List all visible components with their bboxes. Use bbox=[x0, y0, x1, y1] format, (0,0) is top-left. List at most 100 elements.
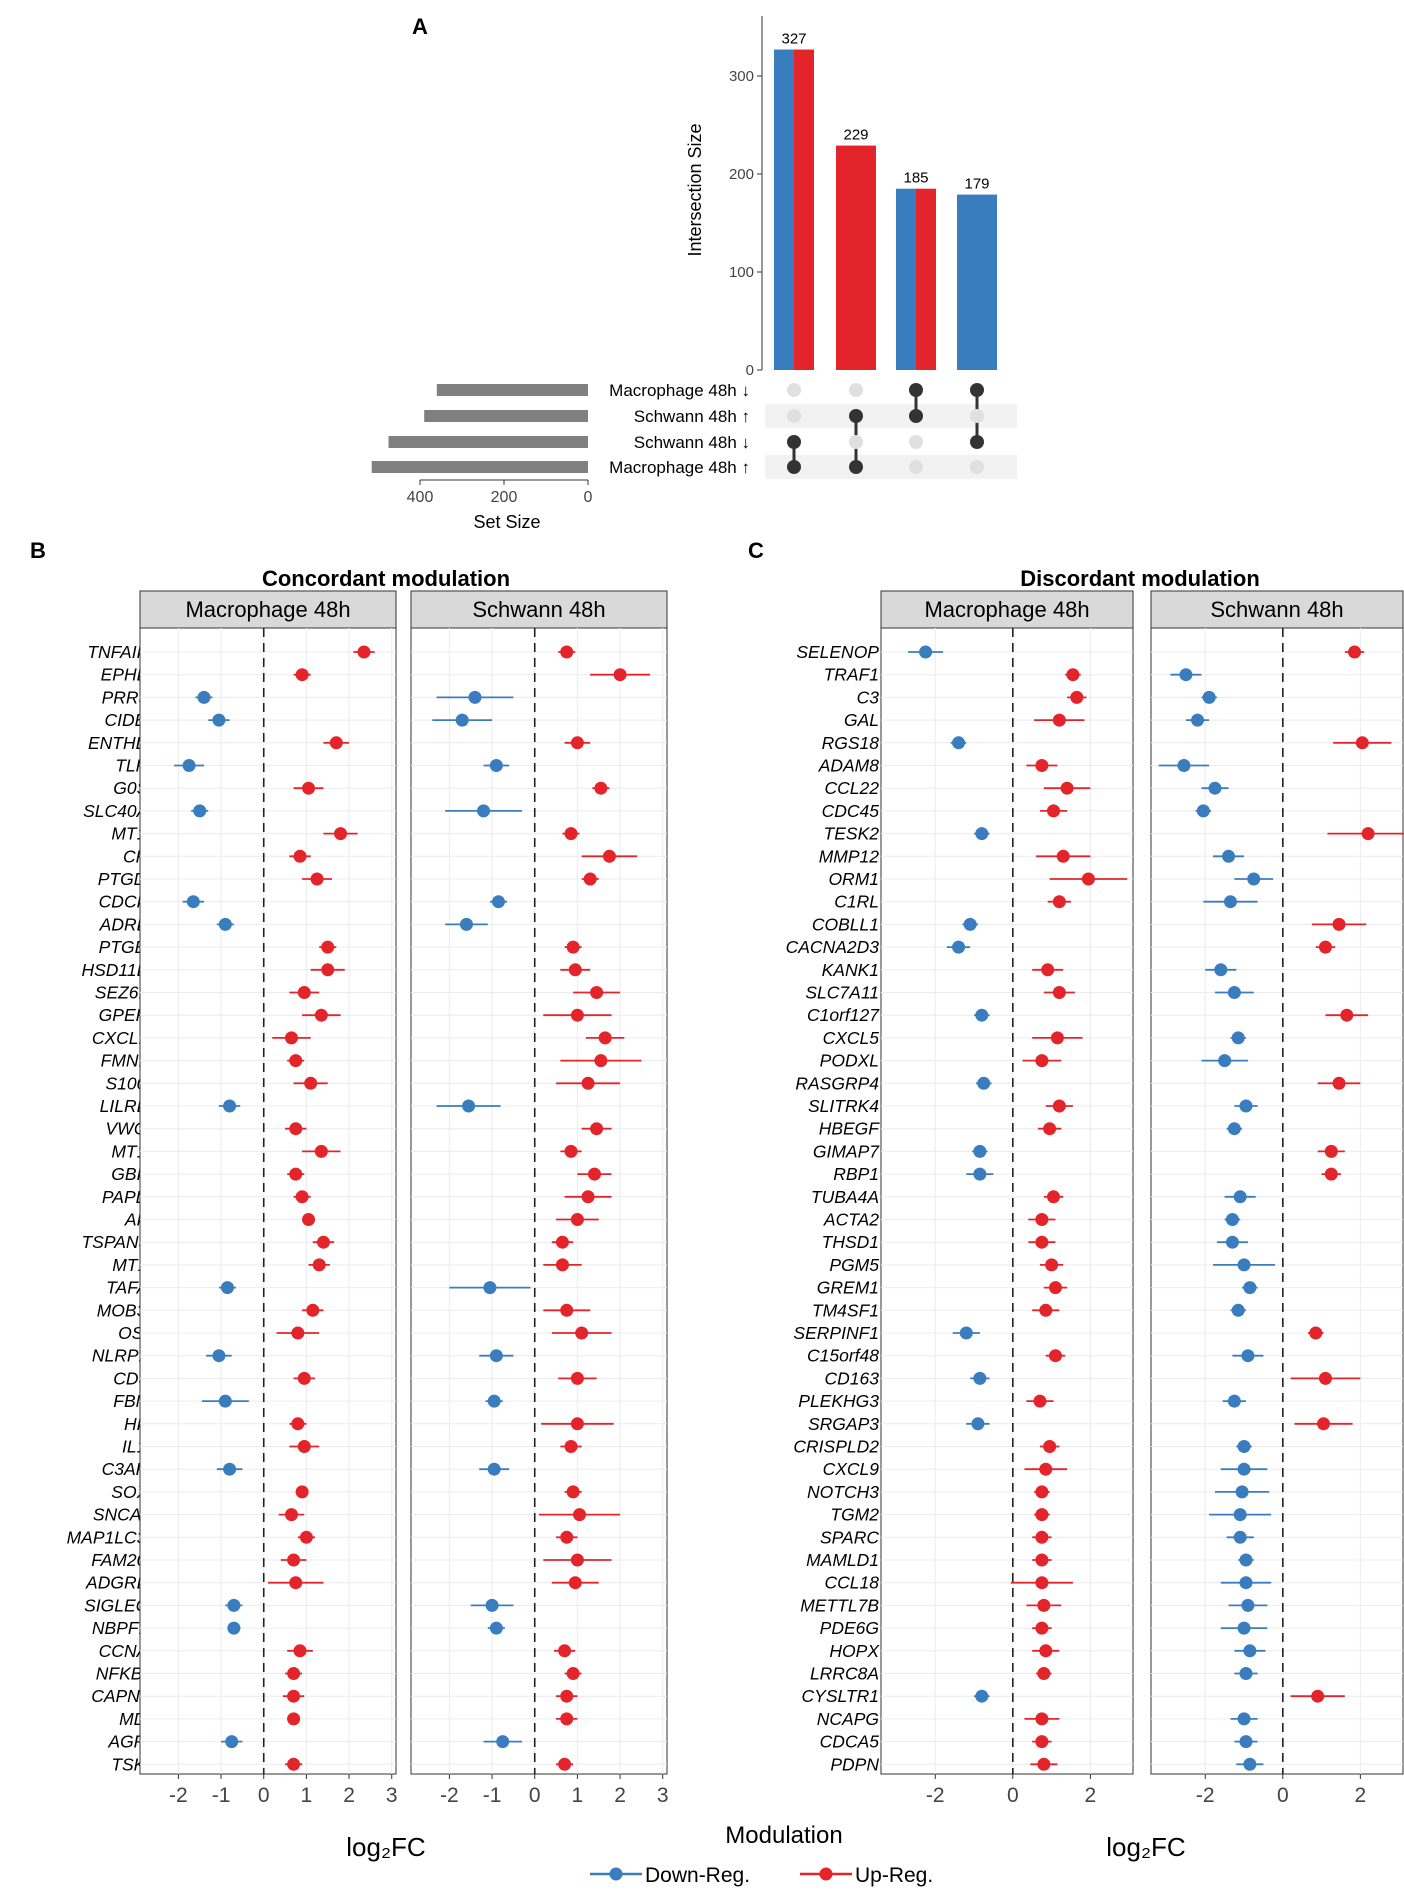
matrix-dot-filled bbox=[787, 460, 801, 474]
gene-label: MAMLD1 bbox=[806, 1550, 879, 1570]
estimate-point bbox=[1045, 1258, 1059, 1272]
estimate-point bbox=[1039, 1303, 1053, 1317]
estimate-point bbox=[1241, 1598, 1255, 1612]
estimate-point bbox=[560, 1712, 574, 1726]
estimate-point bbox=[1218, 1054, 1232, 1068]
estimate-point bbox=[186, 895, 200, 909]
estimate-point bbox=[1037, 1598, 1051, 1612]
estimate-point bbox=[975, 827, 989, 841]
estimate-point bbox=[959, 1326, 973, 1340]
x-tick-label: 2 bbox=[614, 1784, 626, 1807]
estimate-point bbox=[1202, 690, 1216, 704]
intersection-y-tick-label: 0 bbox=[746, 362, 754, 379]
gene-label: NOTCH3 bbox=[807, 1482, 879, 1502]
facet-strip bbox=[880, 590, 1134, 629]
estimate-point bbox=[1048, 1349, 1062, 1363]
estimate-point bbox=[919, 645, 933, 659]
estimate-point bbox=[289, 1054, 303, 1068]
gene-label: PODXL bbox=[820, 1051, 879, 1071]
estimate-point bbox=[1247, 872, 1261, 886]
gene-label: TRAF1 bbox=[824, 665, 879, 685]
gene-label: CXCL9 bbox=[823, 1459, 880, 1479]
estimate-point bbox=[197, 690, 211, 704]
estimate-point bbox=[1177, 759, 1191, 772]
estimate-point bbox=[489, 1621, 503, 1635]
estimate-point bbox=[491, 895, 505, 909]
estimate-point bbox=[1318, 1371, 1332, 1385]
estimate-point bbox=[1237, 1440, 1251, 1453]
estimate-point bbox=[289, 1122, 303, 1136]
estimate-point bbox=[297, 986, 311, 999]
estimate-point bbox=[334, 827, 348, 841]
estimate-point bbox=[1081, 872, 1095, 886]
intersection-bar bbox=[916, 188, 936, 370]
intersection-y-tick-label: 300 bbox=[729, 68, 754, 85]
panel-a-label: A bbox=[412, 14, 428, 39]
estimate-point bbox=[357, 645, 371, 659]
estimate-point bbox=[570, 1008, 584, 1022]
estimate-point bbox=[1243, 1757, 1257, 1771]
matrix-dot-filled bbox=[909, 383, 923, 397]
gene-label: GREM1 bbox=[817, 1278, 879, 1298]
estimate-point bbox=[963, 917, 977, 931]
facet-panel bbox=[1150, 627, 1404, 1775]
estimate-point bbox=[973, 1167, 987, 1181]
matrix-dot-empty bbox=[787, 383, 801, 397]
estimate-point bbox=[1233, 1508, 1247, 1522]
estimate-point bbox=[193, 804, 207, 818]
facet-strip-label: Macrophage 48h bbox=[185, 597, 350, 622]
estimate-point bbox=[570, 736, 584, 750]
estimate-point bbox=[1041, 963, 1055, 977]
estimate-point bbox=[1332, 917, 1346, 931]
estimate-point bbox=[287, 1757, 301, 1771]
estimate-point bbox=[1239, 1553, 1253, 1567]
estimate-point bbox=[227, 1621, 241, 1635]
estimate-point bbox=[1196, 804, 1210, 818]
forest-plot-concordant: TNFAIP6EPHB1PRR5LCIDEBENTHD1TLR7G0S2SLC4… bbox=[67, 590, 669, 1807]
estimate-point bbox=[291, 1417, 305, 1431]
estimate-point bbox=[570, 1417, 584, 1431]
estimate-point bbox=[223, 1099, 237, 1113]
gene-label: TESK2 bbox=[824, 824, 880, 844]
intersection-value-label: 229 bbox=[843, 127, 868, 144]
set-size-bar bbox=[436, 384, 588, 396]
estimate-point bbox=[1052, 895, 1066, 909]
estimate-point bbox=[975, 1689, 989, 1703]
estimate-point bbox=[1227, 1394, 1241, 1408]
set-name-label: Schwann 48h ↓ bbox=[634, 433, 750, 452]
estimate-point bbox=[284, 1031, 298, 1045]
legend-title: Modulation bbox=[725, 1822, 842, 1849]
estimate-point bbox=[1223, 895, 1237, 909]
gene-label: HSD11B1 bbox=[81, 960, 158, 980]
gene-label: KANK1 bbox=[822, 960, 879, 980]
gene-label: CCL22 bbox=[825, 778, 880, 798]
estimate-point bbox=[973, 1144, 987, 1158]
estimate-point bbox=[1035, 1213, 1049, 1226]
intersection-bar bbox=[774, 49, 794, 370]
estimate-point bbox=[1070, 690, 1084, 704]
intersection-y-tick-label: 200 bbox=[729, 166, 754, 183]
estimate-point bbox=[302, 1213, 316, 1226]
estimate-point bbox=[489, 759, 503, 772]
x-tick-label: 2 bbox=[1355, 1784, 1367, 1807]
gene-label: SRGAP3 bbox=[808, 1414, 879, 1434]
panel-b-xlabel: log₂FC bbox=[346, 1832, 425, 1862]
estimate-point bbox=[1050, 1031, 1064, 1045]
estimate-point bbox=[1035, 1553, 1049, 1567]
estimate-point bbox=[287, 1712, 301, 1726]
estimate-point bbox=[1243, 1644, 1257, 1658]
estimate-point bbox=[293, 849, 307, 863]
estimate-point bbox=[329, 736, 343, 750]
estimate-point bbox=[555, 1235, 569, 1249]
matrix-dot-empty bbox=[909, 460, 923, 474]
estimate-point bbox=[477, 804, 491, 818]
gene-label: CYSLTR1 bbox=[802, 1686, 879, 1706]
estimate-point bbox=[462, 1099, 476, 1113]
estimate-point bbox=[321, 940, 335, 954]
matrix-dot-filled bbox=[787, 435, 801, 449]
estimate-point bbox=[555, 1258, 569, 1272]
gene-label: CDC45 bbox=[822, 801, 880, 821]
estimate-point bbox=[1237, 1258, 1251, 1272]
estimate-point bbox=[182, 759, 196, 772]
facet-strip bbox=[139, 590, 397, 629]
